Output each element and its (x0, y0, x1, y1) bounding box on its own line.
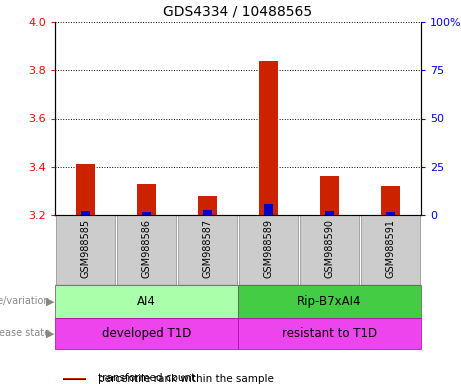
Bar (117, 215, 176, 285)
Bar (386, 212, 395, 215)
Bar (238, 285, 421, 318)
Bar (55, 285, 238, 318)
Bar (56, 215, 115, 285)
Bar (178, 215, 237, 285)
Text: GSM988586: GSM988586 (142, 218, 152, 278)
Text: disease state: disease state (0, 328, 50, 339)
Text: GSM988591: GSM988591 (385, 218, 396, 278)
Bar (203, 210, 212, 215)
Text: resistant to T1D: resistant to T1D (282, 327, 377, 340)
Text: GSM988590: GSM988590 (325, 218, 335, 278)
Text: ▶: ▶ (46, 328, 54, 339)
Text: transformed count: transformed count (98, 373, 195, 383)
Bar (381, 186, 400, 215)
Bar (55, 318, 238, 349)
Text: GSM988589: GSM988589 (264, 218, 273, 278)
Bar (300, 215, 359, 285)
Bar (239, 215, 298, 285)
Text: genotype/variation: genotype/variation (0, 296, 50, 306)
Bar (142, 212, 151, 215)
Bar (325, 211, 334, 215)
Text: GSM988585: GSM988585 (81, 218, 90, 278)
Text: Rip-B7xAI4: Rip-B7xAI4 (297, 295, 362, 308)
Bar (238, 318, 421, 349)
Text: developed T1D: developed T1D (102, 327, 191, 340)
Bar (63, 379, 86, 380)
Text: ▶: ▶ (46, 296, 54, 306)
Bar (77, 164, 95, 215)
Bar (260, 61, 278, 215)
Bar (320, 176, 339, 215)
Bar (264, 204, 273, 215)
Text: GSM988587: GSM988587 (202, 218, 213, 278)
Bar (137, 184, 156, 215)
Bar (198, 196, 217, 215)
Bar (81, 211, 90, 215)
Bar (361, 215, 420, 285)
Title: GDS4334 / 10488565: GDS4334 / 10488565 (164, 4, 313, 18)
Text: percentile rank within the sample: percentile rank within the sample (98, 374, 274, 384)
Text: AI4: AI4 (137, 295, 156, 308)
Bar (63, 378, 86, 379)
